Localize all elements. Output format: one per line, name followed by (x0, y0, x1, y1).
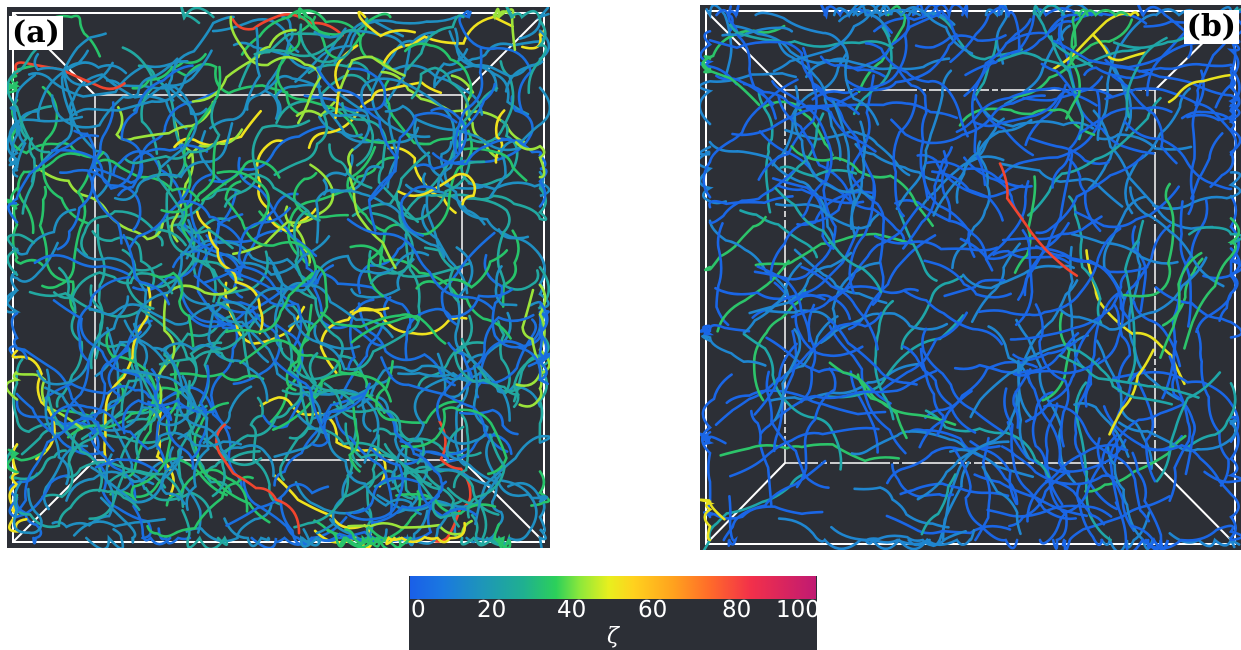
colorbar-title: ζ (607, 624, 619, 649)
panel-b: (b) (700, 5, 1241, 550)
panel-b-label: (b) (1183, 10, 1239, 44)
colorbar: 0 20 40 60 80 100 ζ (409, 576, 820, 650)
colorbar-tick-0: 0 (411, 597, 426, 623)
vortex-lines (7, 7, 550, 548)
colorbar-tick-20: 20 (477, 597, 507, 623)
vortex-tangle-a (7, 7, 550, 548)
vortex-lines (700, 5, 1241, 550)
colorbar-tick-100: 100 (776, 597, 820, 623)
colorbar-tick-60: 60 (638, 597, 668, 623)
vortex-tangle-b (700, 5, 1241, 550)
colorbar-tick-80: 80 (722, 597, 752, 623)
panel-a-label: (a) (9, 16, 63, 50)
panel-a: (a) (7, 7, 550, 548)
colorbar-tick-40: 40 (557, 597, 587, 623)
colorbar-gradient (410, 576, 816, 599)
